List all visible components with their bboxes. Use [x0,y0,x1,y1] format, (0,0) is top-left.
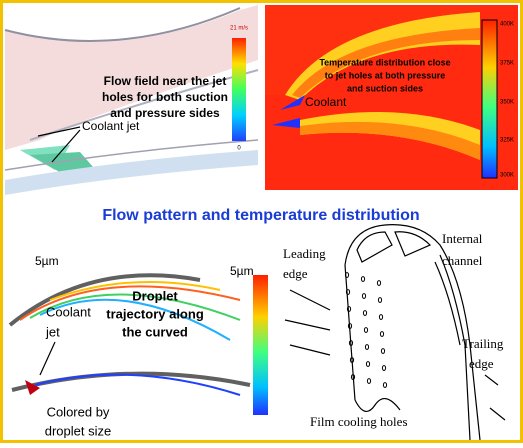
caption: Flow field near the jet [104,74,227,88]
colorbar-label: 300K [500,173,514,179]
caption: and suction sides [347,83,423,93]
scale-label: 5µm [230,264,254,278]
caption: the curved [122,324,188,339]
colorbar-label: 375K [500,61,514,67]
caption: holes for both suction [102,90,228,104]
temperature-panel: Temperature distribution close to jet ho… [265,5,518,190]
caption: Temperature distribution close [319,57,450,67]
label: channel [442,253,483,268]
figure: 21 m/s 0 Flow field near the jet holes f… [0,0,523,443]
label: edge [469,356,494,371]
caption: and pressure sides [110,106,220,120]
label: Coolant [305,95,347,109]
scale-label: 5µm [35,254,59,268]
caption: trajectory along [106,306,204,321]
colorbar-label: 400K [500,22,514,28]
colorbar-max: 21 m/s [230,26,248,32]
label: jet [45,324,60,339]
flow-field-panel: 21 m/s 0 Flow field near the jet holes f… [5,5,258,195]
label: Internal [442,231,483,246]
label: edge [283,266,308,281]
label: Coolant [46,304,91,319]
caption: to jet holes at both pressure [325,70,446,80]
label: Film cooling holes [310,414,408,429]
section-title: Flow pattern and temperature distributio… [102,207,419,224]
label: Leading [283,246,326,261]
colorbar-label: 325K [500,138,514,144]
note: Colored by [47,404,110,419]
caption: Droplet [132,288,178,303]
label: Coolant jet [82,119,140,133]
label: Trailing [462,336,504,351]
note: droplet size [45,423,111,438]
colorbar-label: 350K [500,100,514,106]
